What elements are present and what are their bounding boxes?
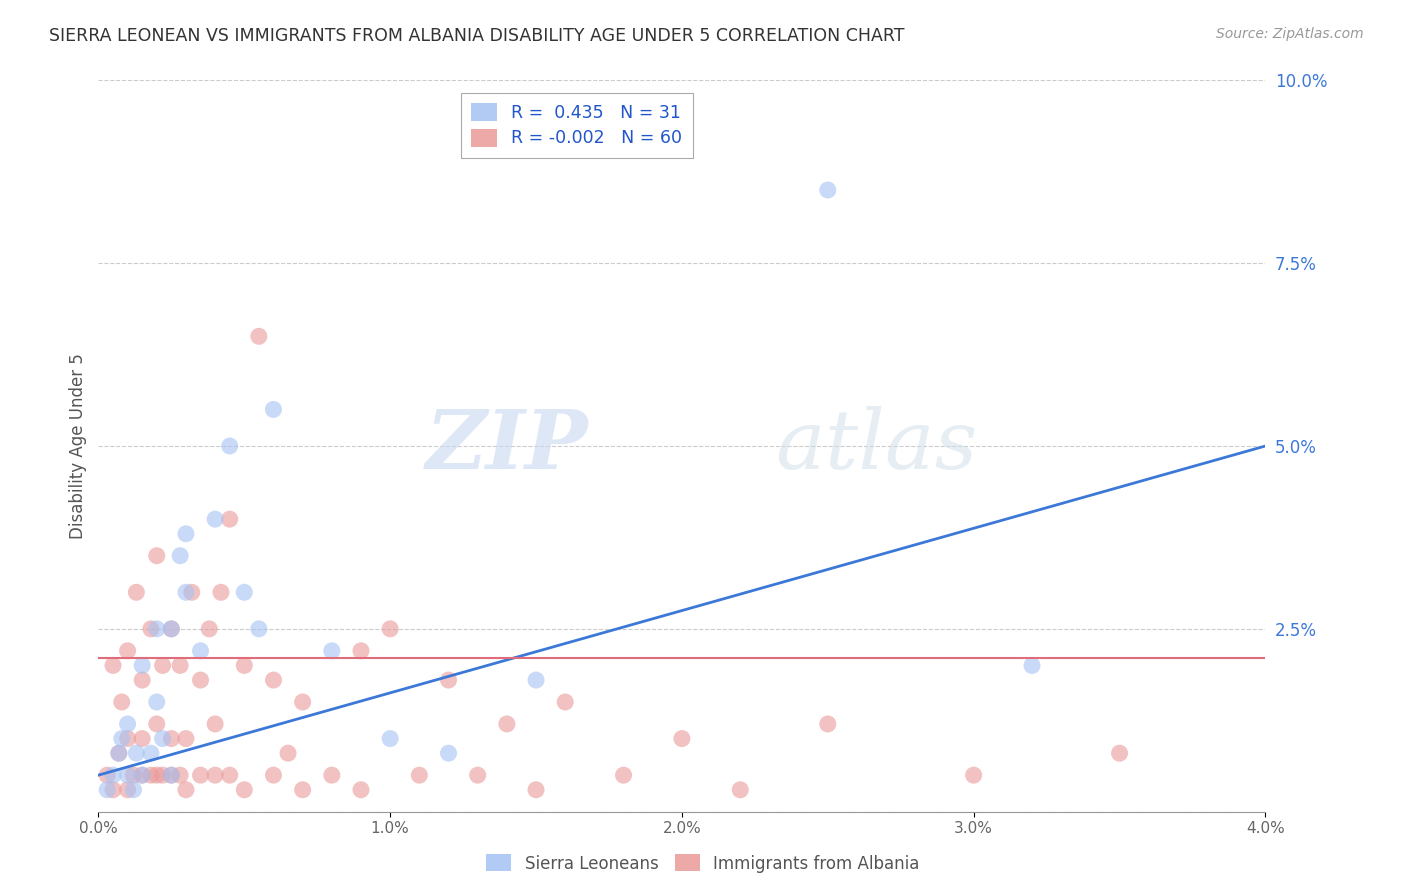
Point <box>146 717 169 731</box>
Point <box>291 782 314 797</box>
Point <box>111 695 134 709</box>
Point <box>96 782 118 797</box>
Point <box>117 717 139 731</box>
Point <box>524 782 547 797</box>
Point <box>218 768 240 782</box>
Point <box>262 768 284 782</box>
Text: ZIP: ZIP <box>426 406 589 486</box>
Point <box>817 183 839 197</box>
Point <box>671 731 693 746</box>
Point <box>180 585 202 599</box>
Point <box>198 622 221 636</box>
Point <box>160 731 183 746</box>
Point <box>1108 746 1130 760</box>
Y-axis label: Disability Age Under 5: Disability Age Under 5 <box>69 353 87 539</box>
Point <box>190 768 212 782</box>
Point <box>204 512 226 526</box>
Point <box>131 673 153 687</box>
Point <box>101 782 124 797</box>
Text: Source: ZipAtlas.com: Source: ZipAtlas.com <box>1216 27 1364 41</box>
Point <box>962 768 984 782</box>
Point <box>146 549 169 563</box>
Point <box>174 585 197 599</box>
Point <box>496 717 519 731</box>
Point <box>160 768 183 782</box>
Point <box>218 439 240 453</box>
Point <box>122 768 145 782</box>
Point <box>160 622 183 636</box>
Point <box>174 782 197 797</box>
Point <box>247 622 270 636</box>
Point <box>152 731 174 746</box>
Point <box>524 673 547 687</box>
Point <box>108 746 131 760</box>
Point <box>169 658 191 673</box>
Point <box>380 731 402 746</box>
Point <box>131 768 153 782</box>
Point <box>380 622 402 636</box>
Point <box>131 731 153 746</box>
Point <box>350 644 373 658</box>
Point <box>817 717 839 731</box>
Point <box>408 768 430 782</box>
Point <box>108 746 131 760</box>
Legend: R =  0.435   N = 31, R = -0.002   N = 60: R = 0.435 N = 31, R = -0.002 N = 60 <box>461 93 693 158</box>
Point <box>204 768 226 782</box>
Point <box>262 402 284 417</box>
Point <box>125 746 148 760</box>
Point <box>160 622 183 636</box>
Point <box>146 768 169 782</box>
Point <box>111 731 134 746</box>
Point <box>146 622 169 636</box>
Point <box>209 585 232 599</box>
Point <box>174 731 197 746</box>
Point <box>125 585 148 599</box>
Point <box>350 782 373 797</box>
Point <box>437 673 460 687</box>
Point <box>612 768 634 782</box>
Point <box>262 673 284 687</box>
Point <box>139 768 162 782</box>
Point <box>117 731 139 746</box>
Point <box>101 768 124 782</box>
Point <box>152 768 174 782</box>
Point <box>117 782 139 797</box>
Point <box>160 768 183 782</box>
Point <box>467 768 489 782</box>
Point <box>122 782 145 797</box>
Point <box>730 782 752 797</box>
Point <box>321 644 343 658</box>
Point <box>101 658 124 673</box>
Point <box>117 644 139 658</box>
Legend: Sierra Leoneans, Immigrants from Albania: Sierra Leoneans, Immigrants from Albania <box>479 847 927 880</box>
Point <box>117 768 139 782</box>
Point <box>190 644 212 658</box>
Point <box>131 768 153 782</box>
Point <box>247 329 270 343</box>
Point <box>291 695 314 709</box>
Point <box>146 695 169 709</box>
Point <box>139 622 162 636</box>
Point <box>139 746 162 760</box>
Point <box>204 717 226 731</box>
Point <box>1021 658 1043 673</box>
Point <box>152 658 174 673</box>
Point <box>96 768 118 782</box>
Point <box>233 585 256 599</box>
Point <box>321 768 343 782</box>
Text: SIERRA LEONEAN VS IMMIGRANTS FROM ALBANIA DISABILITY AGE UNDER 5 CORRELATION CHA: SIERRA LEONEAN VS IMMIGRANTS FROM ALBANI… <box>49 27 904 45</box>
Point <box>169 768 191 782</box>
Point <box>174 526 197 541</box>
Point <box>218 512 240 526</box>
Point <box>437 746 460 760</box>
Point <box>169 549 191 563</box>
Point <box>190 673 212 687</box>
Point <box>233 658 256 673</box>
Point <box>554 695 576 709</box>
Text: atlas: atlas <box>775 406 977 486</box>
Point <box>233 782 256 797</box>
Point <box>277 746 299 760</box>
Point <box>131 658 153 673</box>
